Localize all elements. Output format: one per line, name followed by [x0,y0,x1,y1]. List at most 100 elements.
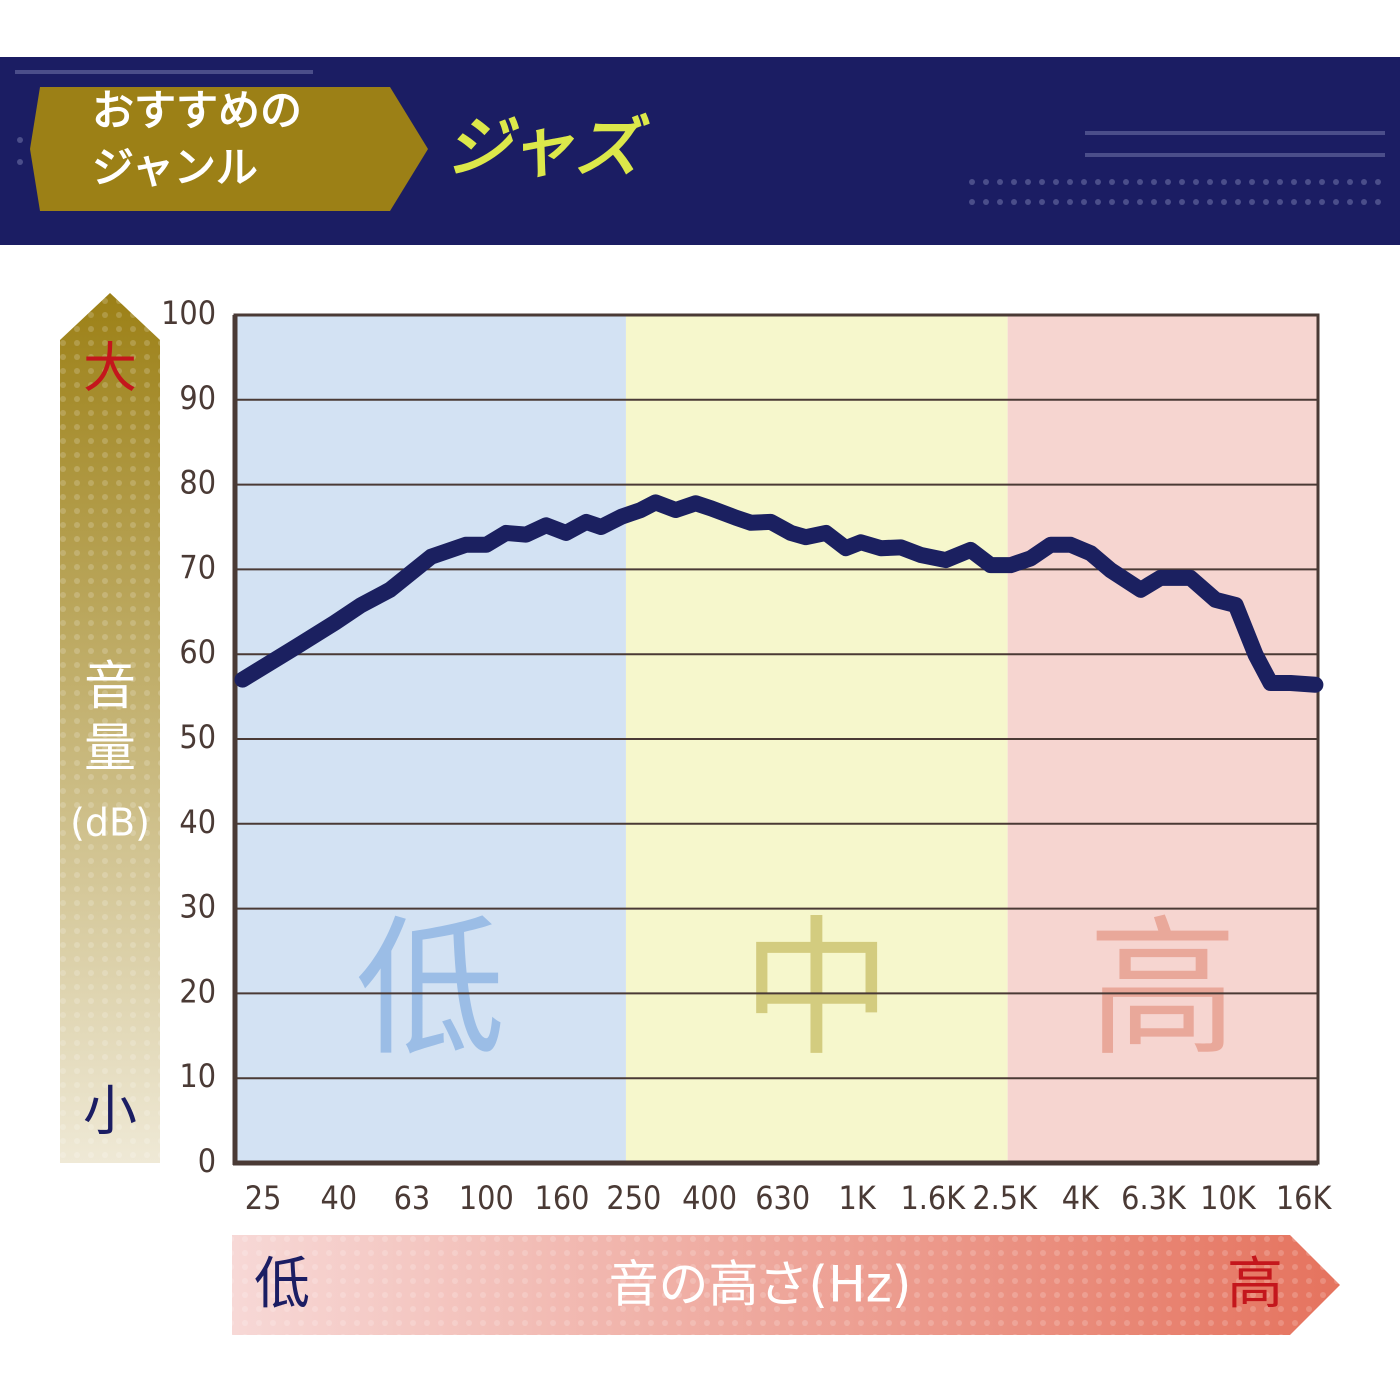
dot [1207,179,1213,185]
dot [1333,199,1339,205]
x-tick-label: 2.5K [972,1179,1038,1217]
x-tick-label: 1.6K [900,1179,966,1217]
x-label: 音の高さ(Hz) [609,1256,912,1314]
dot [1025,199,1031,205]
dot [1179,199,1185,205]
band-label: 中 [742,903,892,1077]
x-tick-label: 10K [1200,1179,1257,1217]
x-arrow-dots [232,1235,1340,1335]
dot [1263,179,1269,185]
x-tick-label: 630 [755,1179,810,1217]
y-tick-label: 70 [179,548,216,586]
dot [1053,179,1059,185]
y-tick-label: 50 [179,718,216,756]
dot [1277,199,1283,205]
dot [1179,179,1185,185]
y-tick-label: 100 [161,294,216,332]
dot [1263,199,1269,205]
dot [1151,199,1157,205]
dot [1137,179,1143,185]
dot [983,179,989,185]
dot [1305,179,1311,185]
dot [1053,199,1059,205]
header-dots [17,137,1381,205]
plot: 低 中 高 0 10 20 30 40 50 60 70 80 90 100 25 40 63 100 160 250… [161,294,1332,1217]
badge-text: ジャンル [92,143,258,192]
y-tick-label: 0 [198,1142,216,1180]
dot [969,199,975,205]
dot [1277,179,1283,185]
dot [1221,199,1227,205]
dot [1333,179,1339,185]
dot [1249,199,1255,205]
dot [1095,179,1101,185]
dot [1067,179,1073,185]
x-tick-label: 100 [459,1179,514,1217]
dot [1151,179,1157,185]
dot [1165,199,1171,205]
y-tick-label: 60 [179,633,216,671]
dot [1291,199,1297,205]
dot [17,159,23,165]
dot [969,179,975,185]
dot [1193,179,1199,185]
badge [30,87,428,211]
x-tick-label: 6.3K [1121,1179,1187,1217]
dot [1067,199,1073,205]
x-tick-label: 160 [535,1179,590,1217]
dot [1347,199,1353,205]
dot [983,199,989,205]
dot [1095,199,1101,205]
dot [1375,179,1381,185]
dot [1207,199,1213,205]
y-label: 量 [84,719,136,779]
x-tick-label: 1K [839,1179,877,1217]
dot [997,199,1003,205]
x-tick-label: 250 [606,1179,661,1217]
dot [1123,199,1129,205]
dot [1011,199,1017,205]
x-tick-label: 63 [394,1179,431,1217]
dot [1039,199,1045,205]
y-tick-label: 90 [179,379,216,417]
band-label: 低 [355,903,505,1077]
y-tick-label: 40 [179,803,216,841]
dot [1305,199,1311,205]
dot [1235,199,1241,205]
band-label: 高 [1088,903,1238,1077]
dot [1347,179,1353,185]
dot [1291,179,1297,185]
dot [1193,199,1199,205]
badge-text: おすすめの [92,86,302,135]
dot [1165,179,1171,185]
y-label: (dB) [70,801,150,845]
dot [1221,179,1227,185]
dot [1235,179,1241,185]
x-tick-label: 40 [320,1179,357,1217]
dot [997,179,1003,185]
dot [1361,179,1367,185]
eq-line [234,494,1324,693]
dot [1375,199,1381,205]
dot [17,137,23,143]
dot [1011,179,1017,185]
dot [1081,179,1087,185]
y-label: 音 [84,657,136,717]
y-tick-label: 30 [179,888,216,926]
dot [1039,179,1045,185]
y-low: 小 [83,1080,137,1143]
dot [1319,199,1325,205]
y-tick-label: 20 [179,972,216,1010]
y-high: 大 [83,337,137,400]
x-tick-label: 25 [245,1179,282,1217]
x-tick-label: 16K [1276,1179,1333,1217]
x-tick-label: 400 [682,1179,737,1217]
dot [1249,179,1255,185]
dot [1081,199,1087,205]
x-high: 高 [1227,1252,1283,1317]
dot [1361,199,1367,205]
x-low: 低 [254,1252,310,1317]
y-tick-label: 10 [179,1057,216,1095]
